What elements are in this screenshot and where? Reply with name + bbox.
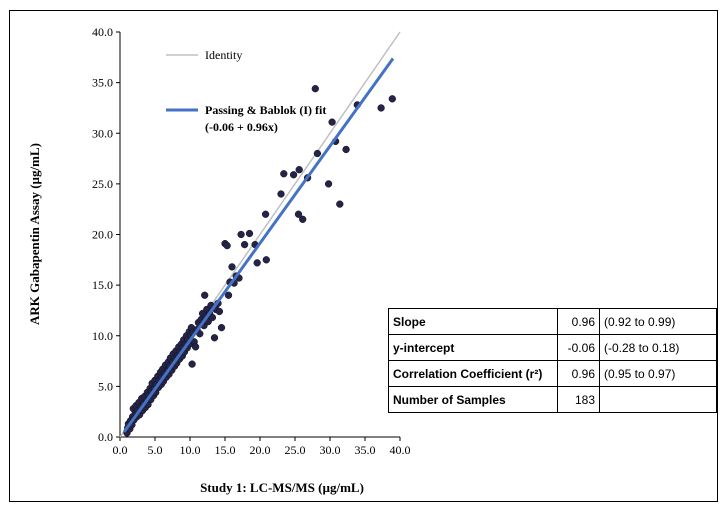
stats-label: Slope (388, 308, 558, 335)
data-point (201, 291, 209, 299)
x-axis-title: Study 1: LC-MS/MS (µg/mL) (200, 480, 364, 495)
data-point (217, 324, 226, 332)
data-point (245, 229, 254, 238)
data-point (388, 95, 396, 103)
stats-ci: (-0.28 to 0.18) (599, 334, 717, 361)
data-point (299, 215, 307, 223)
legend-identity-label: Identity (205, 48, 242, 62)
data-point (262, 256, 270, 264)
data-point (336, 200, 344, 208)
y-axis-title: ARK Gabapentin Assay (µg/mL) (27, 143, 42, 325)
data-point (324, 180, 333, 188)
stats-label: Number of Samples (388, 386, 558, 413)
x-tick-label: 35.0 (355, 443, 376, 457)
data-point (223, 241, 231, 250)
x-tick-label: 5.0 (148, 443, 163, 457)
data-point (295, 166, 303, 174)
x-tick-label: 15.0 (215, 443, 236, 457)
fit-line (122, 57, 395, 433)
data-point (313, 149, 322, 158)
data-point (311, 85, 319, 93)
stats-row-slope: Slope 0.96 (0.92 to 0.99) (388, 308, 717, 335)
data-point (342, 145, 350, 154)
x-tick-label: 20.0 (250, 443, 271, 457)
y-tick-label: 25.0 (92, 177, 113, 191)
stats-value: 0.96 (557, 360, 600, 387)
y-tick-label: 5.0 (98, 379, 113, 393)
stats-ci: (0.95 to 0.97) (599, 360, 717, 387)
y-tick-label: 10.0 (92, 329, 113, 343)
stats-table: Slope 0.96 (0.92 to 0.99) y-intercept -0… (388, 308, 717, 413)
legend-fit-label: Passing & Bablok (I) fit (205, 103, 326, 117)
y-tick-label: 0.0 (98, 430, 113, 444)
stats-ci: (0.92 to 0.99) (599, 308, 717, 335)
y-axis-ticks: 0.0 5.0 10.0 15.0 20.0 25.0 30.0 35.0 40.0 (92, 25, 120, 444)
x-tick-label: 0.0 (113, 443, 128, 457)
data-point (237, 230, 245, 239)
data-point (224, 291, 233, 299)
data-point (188, 360, 196, 368)
data-point (277, 190, 285, 198)
data-point (191, 343, 200, 351)
data-point (261, 210, 270, 218)
stats-ci (599, 386, 717, 413)
stats-value: 0.96 (557, 308, 600, 335)
y-tick-label: 30.0 (92, 126, 113, 140)
stats-value: 183 (557, 386, 600, 413)
stats-value: -0.06 (557, 334, 600, 361)
x-tick-label: 10.0 (180, 443, 201, 457)
data-point (240, 240, 249, 249)
data-point (294, 210, 303, 218)
data-point (228, 263, 236, 271)
x-tick-label: 30.0 (320, 443, 341, 457)
data-points (123, 85, 396, 437)
data-point (289, 171, 298, 179)
y-tick-label: 35.0 (92, 76, 113, 90)
y-tick-label: 15.0 (92, 278, 113, 292)
legend-fit-equation: (-0.06 + 0.96x) (205, 120, 278, 134)
y-tick-label: 40.0 (92, 25, 113, 39)
data-point (377, 104, 385, 112)
stats-label: Correlation Coefficient (r²) (388, 360, 558, 387)
stats-row-samples: Number of Samples 183 (388, 386, 717, 413)
x-tick-label: 40.0 (390, 443, 411, 457)
x-axis-ticks: 0.0 5.0 10.0 15.0 20.0 25.0 30.0 35.0 40.0 (113, 437, 411, 457)
data-point (215, 307, 224, 316)
stats-row-intercept: y-intercept -0.06 (-0.28 to 0.18) (388, 334, 717, 361)
stats-row-correlation: Correlation Coefficient (r²) 0.96 (0.95 … (388, 360, 717, 387)
legend: Identity Passing & Bablok (I) fit (-0.06… (166, 48, 326, 134)
data-point (328, 118, 336, 126)
data-point (210, 334, 219, 342)
x-tick-label: 25.0 (285, 443, 306, 457)
y-tick-label: 20.0 (92, 228, 113, 242)
data-point (208, 313, 217, 322)
data-point (280, 170, 288, 178)
stats-label: y-intercept (388, 334, 558, 361)
data-point (253, 259, 261, 267)
